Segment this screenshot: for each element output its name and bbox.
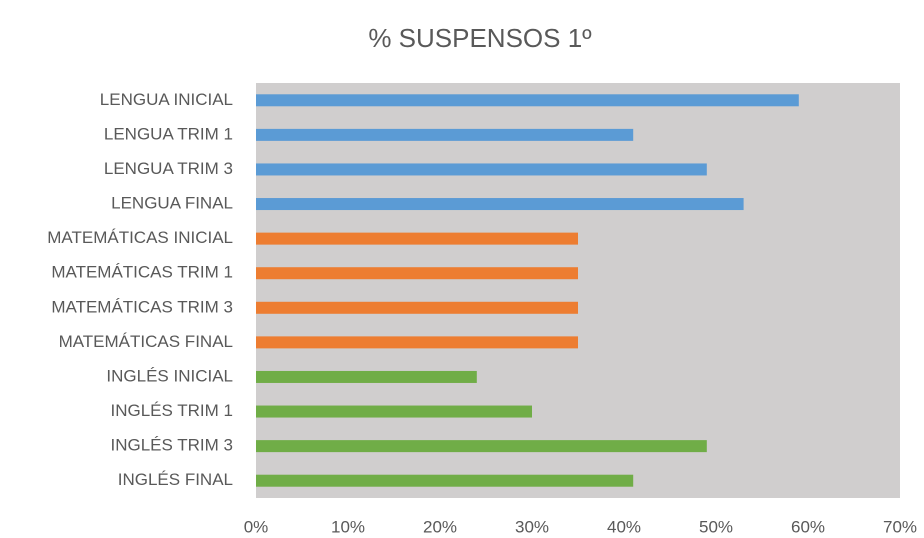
x-tick-label: 50% (699, 517, 733, 536)
y-tick-label: LENGUA TRIM 1 (104, 124, 233, 143)
bar (256, 301, 578, 314)
bar (256, 163, 707, 176)
bar (256, 474, 634, 487)
y-tick-label: MATEMÁTICAS INICIAL (47, 228, 233, 247)
y-tick-label: MATEMÁTICAS TRIM 1 (51, 263, 233, 282)
x-tick-label: 0% (244, 517, 269, 536)
chart-title: % SUSPENSOS 1º (368, 23, 592, 53)
bar (256, 405, 532, 418)
bar (256, 198, 744, 211)
y-tick-label: LENGUA INICIAL (100, 90, 233, 109)
bar (256, 336, 578, 349)
bar (256, 267, 578, 280)
x-tick-label: 60% (791, 517, 825, 536)
bar (256, 94, 799, 107)
y-tick-label: LENGUA FINAL (111, 194, 233, 213)
y-tick-label: MATEMÁTICAS FINAL (59, 332, 233, 351)
x-tick-label: 10% (331, 517, 365, 536)
y-tick-label: INGLÉS FINAL (118, 470, 233, 489)
y-tick-label: INGLÉS TRIM 1 (111, 401, 234, 420)
plot-area (256, 83, 900, 498)
bar (256, 370, 477, 383)
x-tick-label: 30% (515, 517, 549, 536)
bar (256, 440, 707, 453)
bar (256, 128, 634, 141)
y-tick-label: INGLÉS INICIAL (106, 366, 233, 385)
y-tick-label: MATEMÁTICAS TRIM 3 (51, 297, 233, 316)
x-tick-label: 70% (883, 517, 917, 536)
bar (256, 232, 578, 245)
y-tick-label: INGLÉS TRIM 3 (111, 436, 234, 455)
x-tick-label: 40% (607, 517, 641, 536)
x-tick-label: 20% (423, 517, 457, 536)
y-tick-label: LENGUA TRIM 3 (104, 159, 233, 178)
